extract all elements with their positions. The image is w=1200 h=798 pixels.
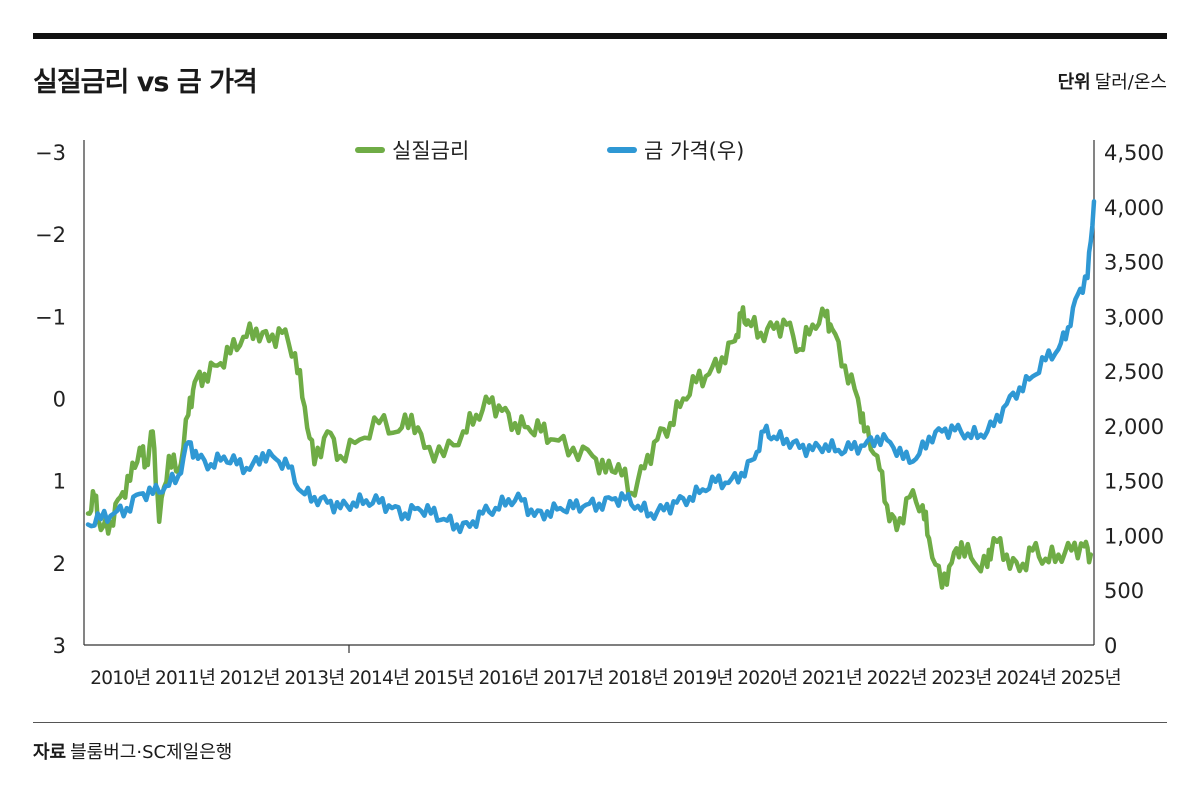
x-axis-tick-label: 2012년 [220,668,280,689]
unit-label-key: 단위 [1057,72,1091,93]
x-axis-tick-label: 2011년 [155,668,215,689]
right-axis-tick-label: 2,000 [1104,415,1164,439]
x-axis-tick-label: 2016년 [478,668,538,689]
source-note: 자료 블룸버그·SC제일은행 [33,738,232,764]
unit-label: 단위 달러/온스 [1058,68,1167,94]
right-axis-tick-label: 1,000 [1104,524,1164,548]
x-axis-tick-label: 2020년 [737,668,797,689]
right-axis-tick-label: 4,000 [1104,196,1164,220]
series-line-gold-price [85,199,1097,535]
left-axis-tick-label: 1 [53,470,66,494]
source-value: 블룸버그·SC제일은행 [70,742,233,763]
x-axis-tick-label: 2025년 [1061,668,1121,689]
x-axis-tick-label: 2024년 [996,668,1056,689]
x-axis-tick-label: 2017년 [543,668,603,689]
x-axis-tick-label: 2018년 [608,668,668,689]
top-rule [33,33,1167,39]
left-axis-tick-label: −1 [35,305,66,329]
x-axis-tick-label: 2022년 [867,668,927,689]
axes: −3 −2 −1 0 1 2 3 0 500 1,000 1,500 2,000 2,500 3,000 3… [35,140,1164,689]
x-axis-tick-label: 2019년 [673,668,733,689]
left-axis-tick-label: −2 [35,223,66,247]
right-axis-tick-label: 1,500 [1104,470,1164,494]
x-axis-tick-label: 2023년 [931,668,991,689]
legend: 실질금리 금 가격(우) [355,139,744,163]
right-axis-tick-label: 4,500 [1104,141,1164,165]
left-axis-tick-label: 2 [53,552,66,576]
left-axis-tick-label: −3 [35,141,66,165]
right-axis-tick-label: 500 [1104,579,1144,603]
x-axis-tick-label: 2014년 [349,668,409,689]
right-axis-tick-label: 3,500 [1104,251,1164,275]
legend-item-gold-price-label: 금 가격(우) [644,139,744,163]
x-axis-tick-label: 2015년 [414,668,474,689]
x-axis-tick-label: 2013년 [284,668,344,689]
left-axis-tick-label: 3 [53,634,66,658]
right-axis-tick-label: 0 [1104,634,1117,658]
right-axis-tick-label: 2,500 [1104,360,1164,384]
x-axis-tick-label: 2010년 [90,668,150,689]
x-axis-tick-label: 2021년 [802,668,862,689]
chart-title: 실질금리 vs 금 가격 [33,67,258,98]
bottom-rule [33,722,1167,723]
left-axis-tick-label: 0 [53,388,66,412]
right-axis-tick-label: 3,000 [1104,305,1164,329]
series-layer [85,199,1097,590]
source-label: 자료 [33,742,67,763]
legend-item-real-rate-label: 실질금리 [392,139,469,163]
series-line-real-rate [85,305,1094,590]
unit-label-value: 달러/온스 [1094,72,1167,93]
